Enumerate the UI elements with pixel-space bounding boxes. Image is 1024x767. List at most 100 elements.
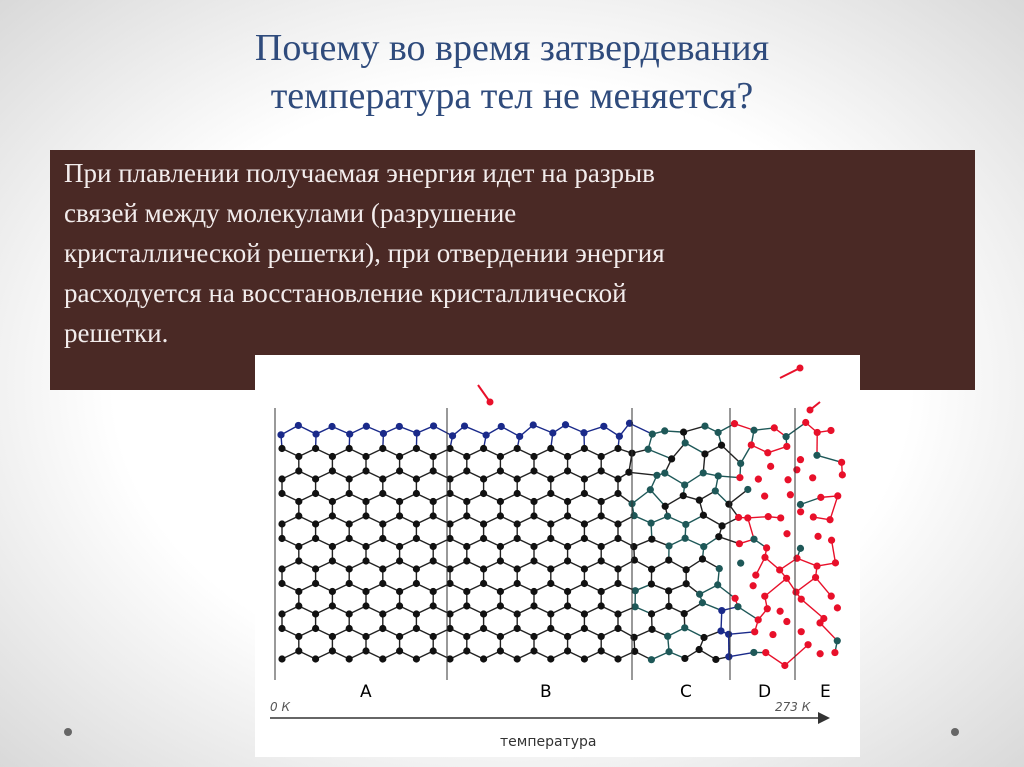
atom [496,557,504,565]
atom [737,559,745,567]
atom [750,535,758,543]
atom [631,647,639,655]
atom [796,500,805,509]
body-line: При плавлении получаемая энергия идет на… [64,158,655,188]
atom [776,566,784,574]
atom [750,648,758,657]
atom [429,632,437,641]
atom [530,632,538,641]
atom [682,580,690,588]
atom [379,565,387,573]
bond [684,442,706,455]
atom [530,557,538,565]
atom [547,610,555,618]
atom [460,422,469,430]
atom [412,624,420,633]
atom [681,481,689,489]
atom [362,467,370,475]
bond [647,448,672,460]
axis-arrow [818,712,830,724]
atom [625,468,633,476]
atom [700,543,708,551]
atom [682,520,690,529]
atom [379,489,387,498]
axis-label: температура [500,734,596,750]
atom [564,542,572,551]
bond [683,425,706,433]
atom [647,610,656,618]
atom [614,444,622,453]
atom [725,630,733,638]
atom [647,580,656,588]
atom [663,512,672,520]
atom [396,647,404,655]
atom [730,420,739,428]
atom [379,429,388,438]
bond [649,489,666,507]
atom [513,624,521,633]
atom [345,520,353,528]
atom [648,535,656,543]
atom [412,534,420,543]
atom [737,459,745,467]
atom [809,474,817,482]
atom [630,543,638,551]
atom [597,647,605,655]
atom [600,422,608,430]
stage-label: B [540,682,552,702]
atom [497,422,505,431]
atom [429,512,437,520]
atom [614,534,622,543]
atom [480,520,488,528]
atom [826,516,834,524]
atom [496,602,504,610]
atom [530,497,538,506]
atom [834,492,842,500]
atom [362,647,370,655]
atom [615,432,623,440]
atom [480,444,488,453]
bond [816,454,842,464]
atom [761,492,769,500]
atom [564,647,572,655]
atom [446,579,454,588]
atom [429,422,438,430]
atom [463,512,471,520]
atom [345,624,353,633]
bond [737,606,759,621]
atom [827,426,835,435]
atom [614,579,622,588]
atom [295,647,303,655]
atom [665,587,673,595]
atom [278,624,286,633]
atom [513,610,521,618]
atom [412,579,420,588]
atom [580,624,589,633]
atom [648,430,656,438]
text-box [50,150,975,390]
atom [547,655,555,663]
atom [809,513,817,521]
atom [811,573,820,582]
atom [597,467,605,475]
atom [827,536,836,544]
atom [833,604,842,612]
atom [480,579,488,588]
atom [463,452,471,461]
atom [312,655,320,663]
atom [362,542,370,551]
atom [701,450,709,458]
bond [829,495,839,520]
body-line: решетки. [64,318,169,348]
atom [328,632,336,641]
atom [580,444,589,453]
bond [779,367,801,379]
bond [815,576,832,597]
atom [564,497,572,506]
atom [561,421,570,429]
atom [396,602,404,610]
atom [580,579,589,588]
atom [564,602,572,610]
atom [668,455,676,463]
